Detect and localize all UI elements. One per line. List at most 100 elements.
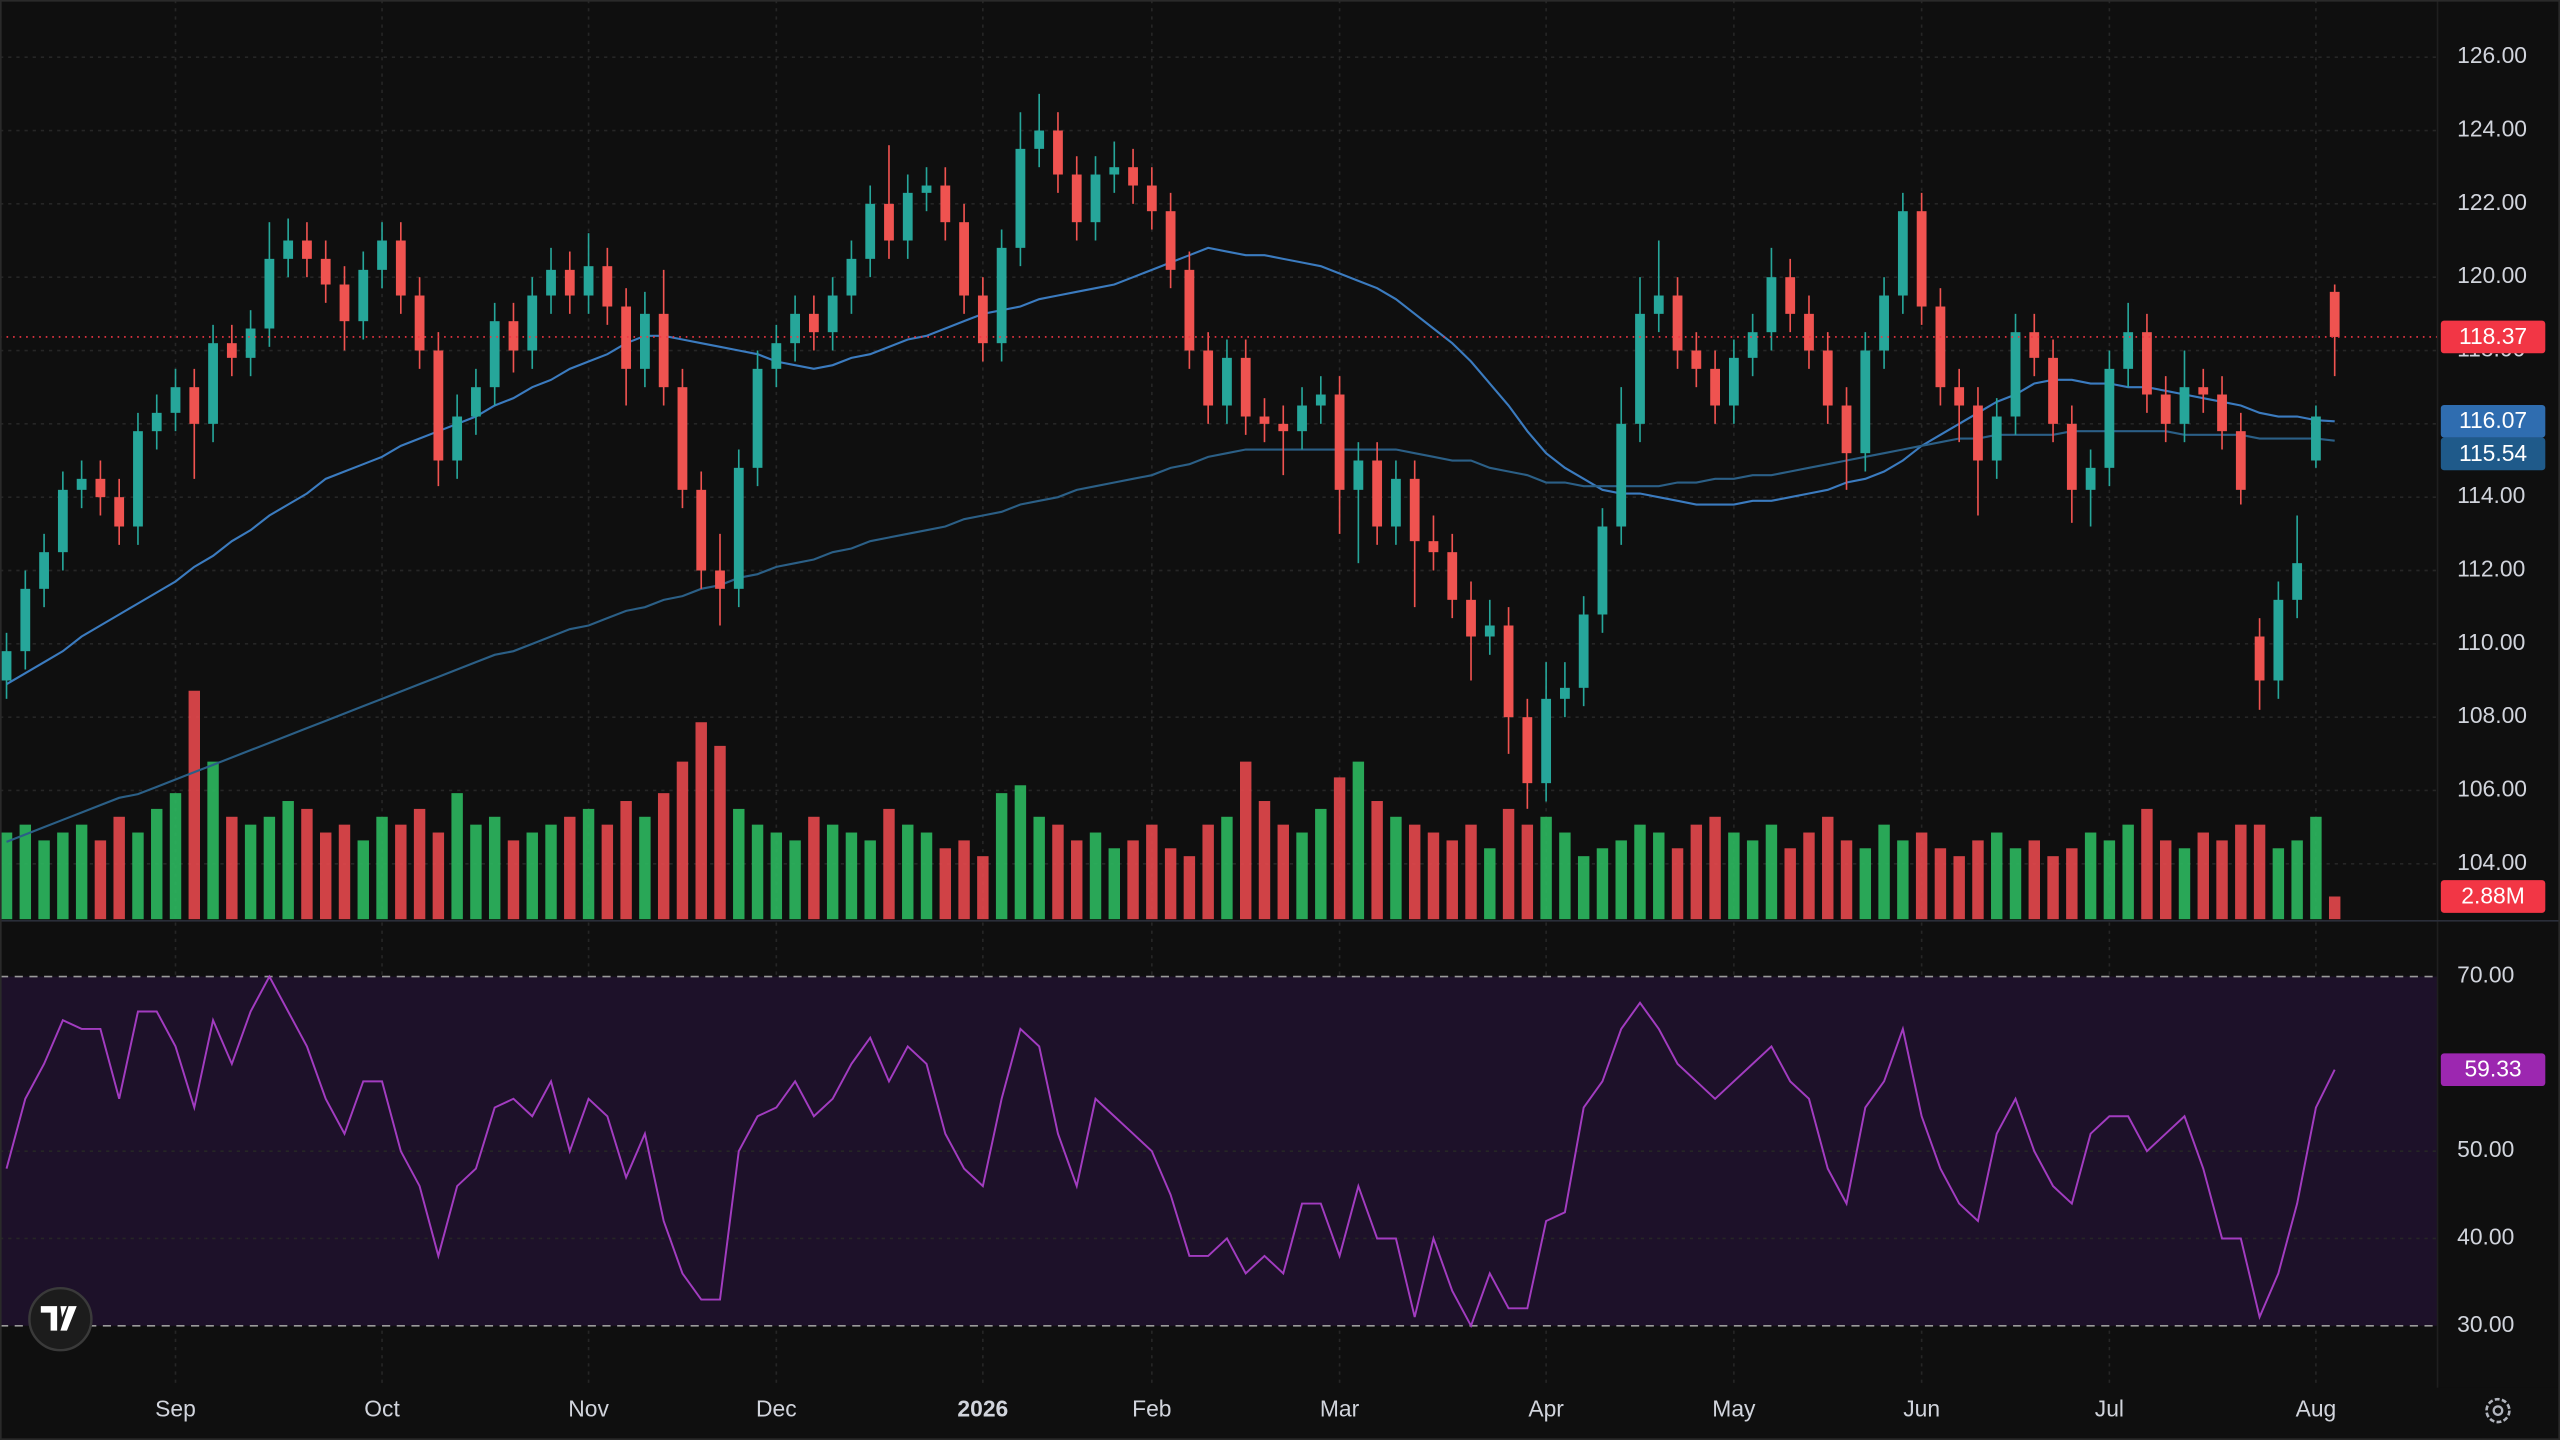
candle-body	[827, 295, 838, 333]
volume-bar	[2310, 816, 2322, 920]
y-tick-label: 122.00	[2457, 189, 2527, 215]
volume-bar	[995, 793, 1008, 920]
value-label: 59.33	[2464, 1056, 2521, 1082]
volume-bar	[1127, 840, 1139, 920]
rsi-tick-label: 30.00	[2457, 1311, 2514, 1337]
candle-body	[583, 266, 594, 296]
candle-body	[377, 240, 387, 270]
candle-body	[677, 387, 688, 490]
x-tick-label: 2026	[957, 1396, 1008, 1422]
x-tick-label: Nov	[568, 1396, 609, 1422]
y-tick-label: 114.00	[2457, 482, 2525, 508]
candle-body	[1841, 405, 1852, 454]
candle-body	[640, 313, 650, 369]
candle-body	[1109, 167, 1120, 175]
value-label: 115.54	[2459, 440, 2527, 466]
candle-body	[1484, 625, 1495, 637]
volume-bar	[1258, 801, 1271, 920]
candle-body	[320, 258, 331, 285]
volume-bar	[1183, 856, 1196, 920]
volume-bar	[1484, 848, 1496, 920]
volume-bar	[0, 832, 13, 920]
candle-body	[1766, 277, 1777, 333]
candle-body	[1954, 387, 1965, 406]
candle-body	[959, 222, 969, 296]
settings-gear[interactable]	[2485, 1397, 2511, 1424]
volume-bar	[1052, 824, 1064, 920]
value-label: 116.07	[2459, 407, 2527, 433]
candle-body	[921, 185, 932, 193]
tradingview-logo[interactable]	[28, 1286, 93, 1352]
y-tick-label: 124.00	[2457, 116, 2527, 142]
volume-bar	[770, 832, 783, 920]
volume-bar	[1634, 824, 1646, 920]
value-label-box	[2440, 1053, 2546, 1087]
volume-bar	[1559, 832, 1571, 920]
volume-bar	[958, 840, 970, 920]
volume-bar	[301, 808, 313, 920]
value-label-box	[2440, 320, 2546, 354]
x-tick-label: Dec	[756, 1396, 797, 1422]
candle-body	[1822, 350, 1833, 406]
candle-body	[1240, 357, 1251, 417]
x-tick-label: Feb	[1132, 1396, 1171, 1422]
volume-bar	[657, 793, 670, 920]
candle-body	[358, 269, 369, 322]
candle-body	[226, 343, 237, 358]
logo-circle[interactable]	[28, 1286, 93, 1352]
candle-body	[2142, 332, 2152, 395]
volume-bar	[2122, 824, 2134, 920]
settings-button[interactable]	[2485, 1397, 2511, 1424]
volume-bar	[808, 816, 820, 920]
candle-body	[2179, 387, 2190, 424]
volume-bar	[1277, 824, 1289, 920]
candle-body	[1973, 405, 1983, 461]
value-label-box	[2440, 437, 2546, 471]
volume-bar	[244, 824, 257, 920]
volume-bar	[2291, 840, 2303, 920]
candle-body	[2029, 332, 2040, 358]
volume-bar	[2047, 856, 2059, 920]
candle-body	[1879, 295, 1889, 351]
volume-bar	[338, 824, 351, 920]
candle-body	[2104, 368, 2115, 468]
volume-bar	[582, 808, 595, 920]
settings-gear-center[interactable]	[2492, 1405, 2504, 1417]
candle-body	[658, 313, 669, 388]
rsi-tick-label: 40.00	[2457, 1224, 2514, 1250]
logo-glyph[interactable]	[40, 1306, 77, 1331]
volume-bar	[188, 690, 200, 920]
candle-body	[414, 295, 425, 351]
candle-body	[884, 203, 894, 241]
candle-body	[471, 387, 481, 417]
y-tick-label: 112.00	[2457, 556, 2525, 582]
volume-bar	[751, 824, 764, 920]
volume-bar	[1333, 777, 1346, 920]
x-tick-label: Jun	[1903, 1396, 1940, 1422]
volume-bar	[845, 832, 858, 920]
volume-bar	[2103, 840, 2116, 920]
candle-body	[733, 467, 744, 589]
volume-bar	[1014, 785, 1027, 920]
y-tick-label: 104.00	[2457, 849, 2527, 875]
candle-body	[2217, 394, 2227, 432]
candle-body	[339, 284, 350, 322]
volume-bar	[733, 808, 745, 920]
volume-bar	[376, 816, 388, 920]
x-tick-label: Jul	[2095, 1396, 2124, 1422]
candle-body	[1071, 174, 1082, 223]
volume-bar	[2141, 808, 2153, 920]
volume-bar	[1934, 848, 1947, 920]
candle-body	[1785, 277, 1796, 314]
volume-bar	[1033, 816, 1045, 920]
candle-body	[170, 387, 181, 413]
volume-bar	[1446, 840, 1458, 920]
volume-bar	[1577, 856, 1590, 920]
x-tick-label: May	[1712, 1396, 1756, 1422]
candle-body	[1653, 295, 1664, 314]
candle-body	[1015, 148, 1026, 248]
volume-bar	[207, 761, 219, 920]
volume-bar	[977, 856, 989, 920]
candle-body	[1353, 460, 1364, 490]
